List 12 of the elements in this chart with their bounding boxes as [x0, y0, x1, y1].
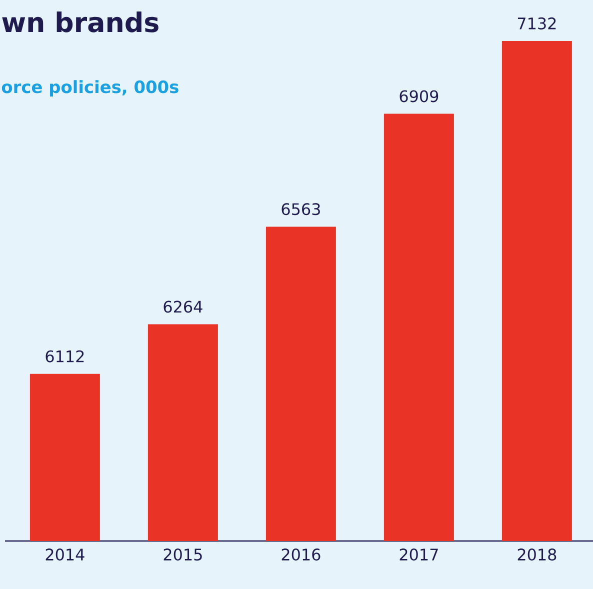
x-tick-label: 2018: [518, 548, 556, 561]
x-tick-label: 2016: [282, 548, 320, 561]
x-tick-label: 2014: [46, 548, 84, 561]
x-tick-label: 2017: [400, 548, 438, 561]
data-label: 6563: [282, 203, 320, 216]
data-label: 6264: [164, 300, 202, 313]
data-label: 7132: [518, 17, 556, 30]
data-label: 6112: [46, 350, 84, 362]
data-label: 6909: [400, 90, 438, 102]
x-tick-label: 2015: [164, 548, 202, 561]
text: orce policies, 000s: [2, 80, 178, 97]
chart-title: wn brands: [2, 12, 158, 32]
